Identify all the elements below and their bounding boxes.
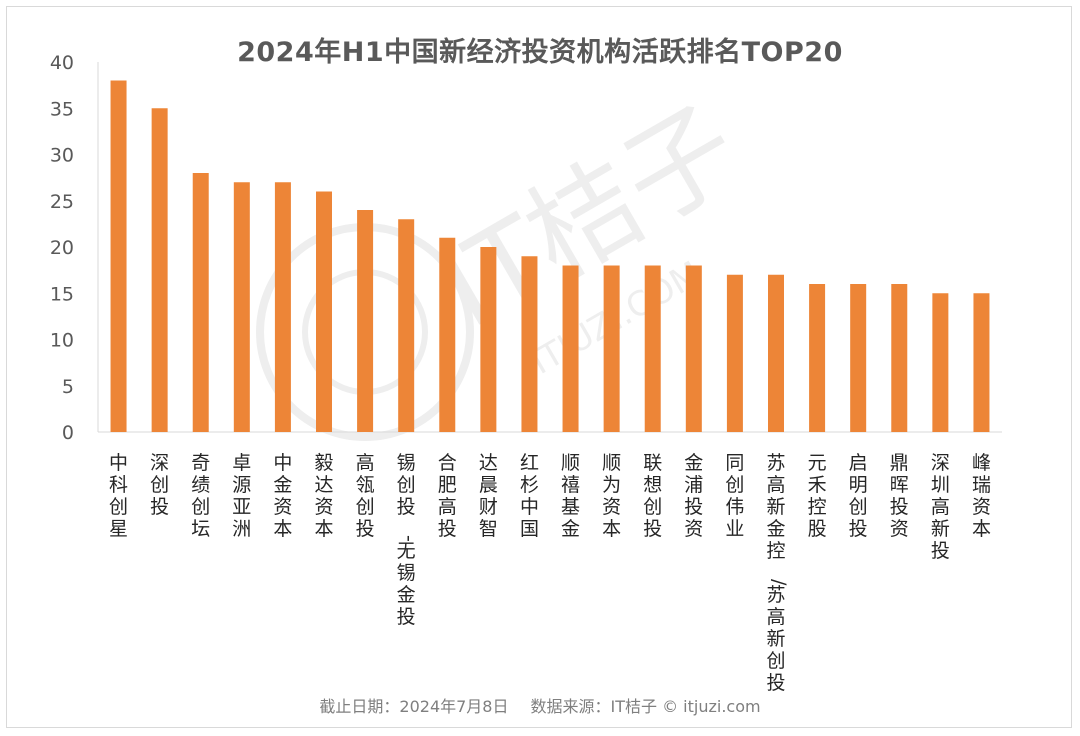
bar: 顺禧基金: 18 [562, 265, 579, 432]
bar: 深圳高新投: 15 [932, 293, 949, 432]
x-tick-label: 红杉中国 [520, 452, 539, 540]
y-axis-ticks: 0 5 10 15 20 25 30 35 40 [50, 52, 74, 444]
x-tick-label: 顺禧基金 [561, 452, 580, 540]
bar: 中科创星: 38 [110, 80, 127, 432]
y-tick-label: 0 [62, 422, 74, 444]
y-tick-label: 35 [50, 98, 74, 120]
x-tick-label: 深创投 [150, 452, 169, 518]
x-tick-label: 毅达资本 [314, 452, 333, 540]
y-tick-label: 15 [50, 283, 74, 305]
bar: 苏高新金控/苏高新创投: 17 [768, 274, 784, 432]
watermark-logo: IT桔子 ITJUZI.COM [256, 82, 760, 441]
bar: 同创伟业: 17 [726, 274, 743, 432]
x-tick-label: 苏高新金控/苏高新创投 [766, 452, 789, 694]
bar: 红杉中国: 19 [521, 256, 538, 432]
x-tick-label: 奇绩创坛 [191, 452, 210, 540]
bar: 锡创投-无锡金投: 23 [398, 219, 415, 432]
x-tick-label: 中金资本 [273, 452, 292, 540]
y-tick-label: 30 [50, 145, 74, 167]
bar: 鼎晖投资: 16 [891, 284, 908, 432]
bar: 深创投: 35 [151, 108, 168, 432]
bars: 中科创星: 38 深创投: 35 奇绩创坛: 28 卓源亚洲: 27 中金资本: 27 毅… [110, 80, 990, 432]
bar: 顺为资本: 18 [603, 265, 620, 432]
bar: 达晨财智: 20 [480, 247, 497, 432]
x-tick-label: 峰瑞资本 [972, 452, 991, 540]
y-tick-label: 20 [50, 237, 74, 259]
x-tick-label: 联想创投 [643, 452, 662, 540]
bar: 启明创投: 16 [850, 284, 867, 432]
x-tick-label: 启明创投 [849, 452, 868, 540]
bar: 金浦投资: 18 [685, 265, 702, 432]
bar: 合肥高投: 21 [439, 237, 456, 432]
bar: 元禾控股: 16 [809, 284, 826, 432]
x-tick-label: 中科创星 [109, 452, 128, 540]
bar: 毅达资本: 26 [316, 191, 332, 432]
footer-date: 截止日期：2024年7月8日 [319, 697, 509, 716]
bar: 高瓴创投: 24 [357, 210, 374, 432]
y-tick-label: 40 [50, 52, 74, 74]
x-tick-label: 达晨财智 [479, 452, 498, 540]
bar: 中金资本: 27 [274, 182, 291, 432]
y-tick-label: 5 [62, 376, 74, 398]
x-tick-label: 卓源亚洲 [232, 452, 251, 540]
bar: 卓源亚洲: 27 [233, 182, 250, 432]
y-tick-label: 10 [50, 330, 74, 352]
x-tick-label: 同创伟业 [725, 452, 744, 540]
x-tick-label: 顺为资本 [602, 452, 621, 540]
x-tick-label: 高瓴创投 [356, 452, 375, 540]
bar: 联想创投: 18 [644, 265, 661, 432]
x-tick-label: 金浦投资 [684, 452, 703, 540]
x-tick-label: 合肥高投 [438, 452, 457, 540]
footer-source: 数据来源：IT桔子 © itjuzi.com [530, 697, 761, 716]
x-tick-label: 深圳高新投 [931, 452, 950, 562]
x-tick-label: 元禾控股 [808, 452, 827, 540]
y-tick-label: 25 [50, 191, 74, 213]
bar: 峰瑞资本: 15 [973, 293, 990, 432]
chart-title: 2024年H1中国新经济投资机构活跃排名TOP20 [237, 37, 843, 68]
bar: 奇绩创坛: 28 [192, 173, 209, 432]
x-tick-label: 鼎晖投资 [890, 452, 909, 540]
x-tick-label: 锡创投-无锡金投 [397, 452, 420, 628]
footer: 截止日期：2024年7月8日 数据来源：IT桔子 © itjuzi.com [0, 693, 1080, 717]
